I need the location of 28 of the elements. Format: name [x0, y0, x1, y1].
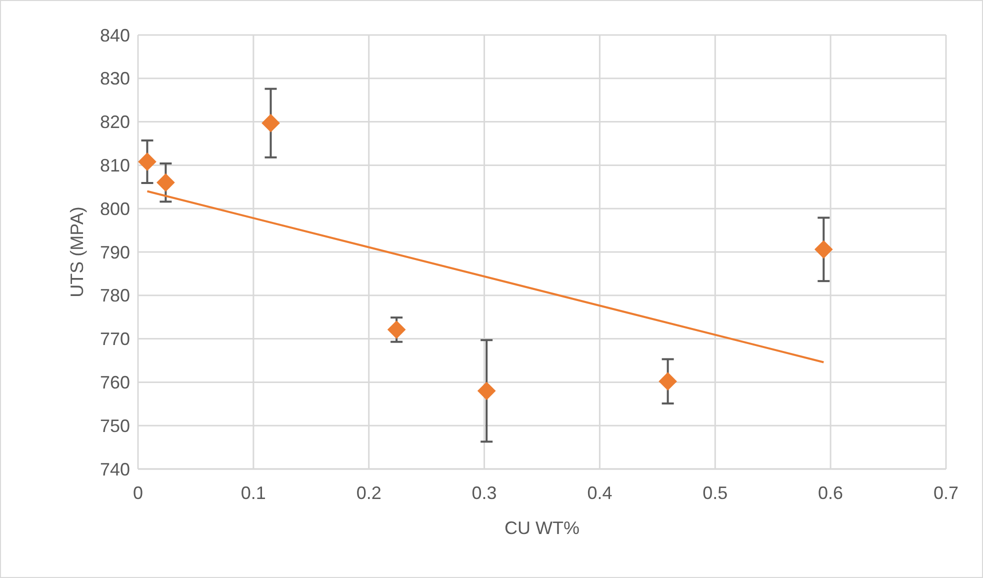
point: [477, 382, 496, 400]
y-tick-label: 760: [100, 372, 130, 392]
y-tick-label: 740: [100, 459, 130, 480]
x-axis-title: CU WT%: [504, 518, 580, 538]
x-tick-label: 0.4: [587, 483, 612, 503]
point: [138, 152, 156, 171]
y-axis-title: UTS (MPA): [67, 206, 87, 298]
point: [156, 173, 175, 192]
point: [658, 372, 678, 391]
y-tick-label: 830: [100, 68, 130, 89]
y-tick-label: 800: [100, 198, 130, 219]
y-tick-label: 750: [100, 416, 130, 436]
point: [814, 240, 833, 259]
x-tick-label: 0.1: [240, 483, 266, 503]
x-tick-label: 0.5: [702, 483, 728, 503]
x-tick-label: 0.2: [356, 483, 382, 503]
x-tick-label: 0: [132, 483, 144, 503]
x-tick-label: 0.6: [818, 483, 844, 503]
y-tick-label: 770: [100, 329, 130, 350]
y-tick-label: 780: [100, 286, 130, 306]
x-tick-label: 0.3: [472, 483, 497, 503]
y-tick-label: 840: [100, 25, 130, 46]
point: [387, 320, 406, 339]
y-tick-label: 820: [100, 112, 130, 132]
y-tick-label: 810: [100, 156, 130, 176]
point: [262, 114, 280, 132]
y-tick-label: 790: [100, 242, 130, 262]
x-tick-label: 0.7: [933, 483, 959, 503]
